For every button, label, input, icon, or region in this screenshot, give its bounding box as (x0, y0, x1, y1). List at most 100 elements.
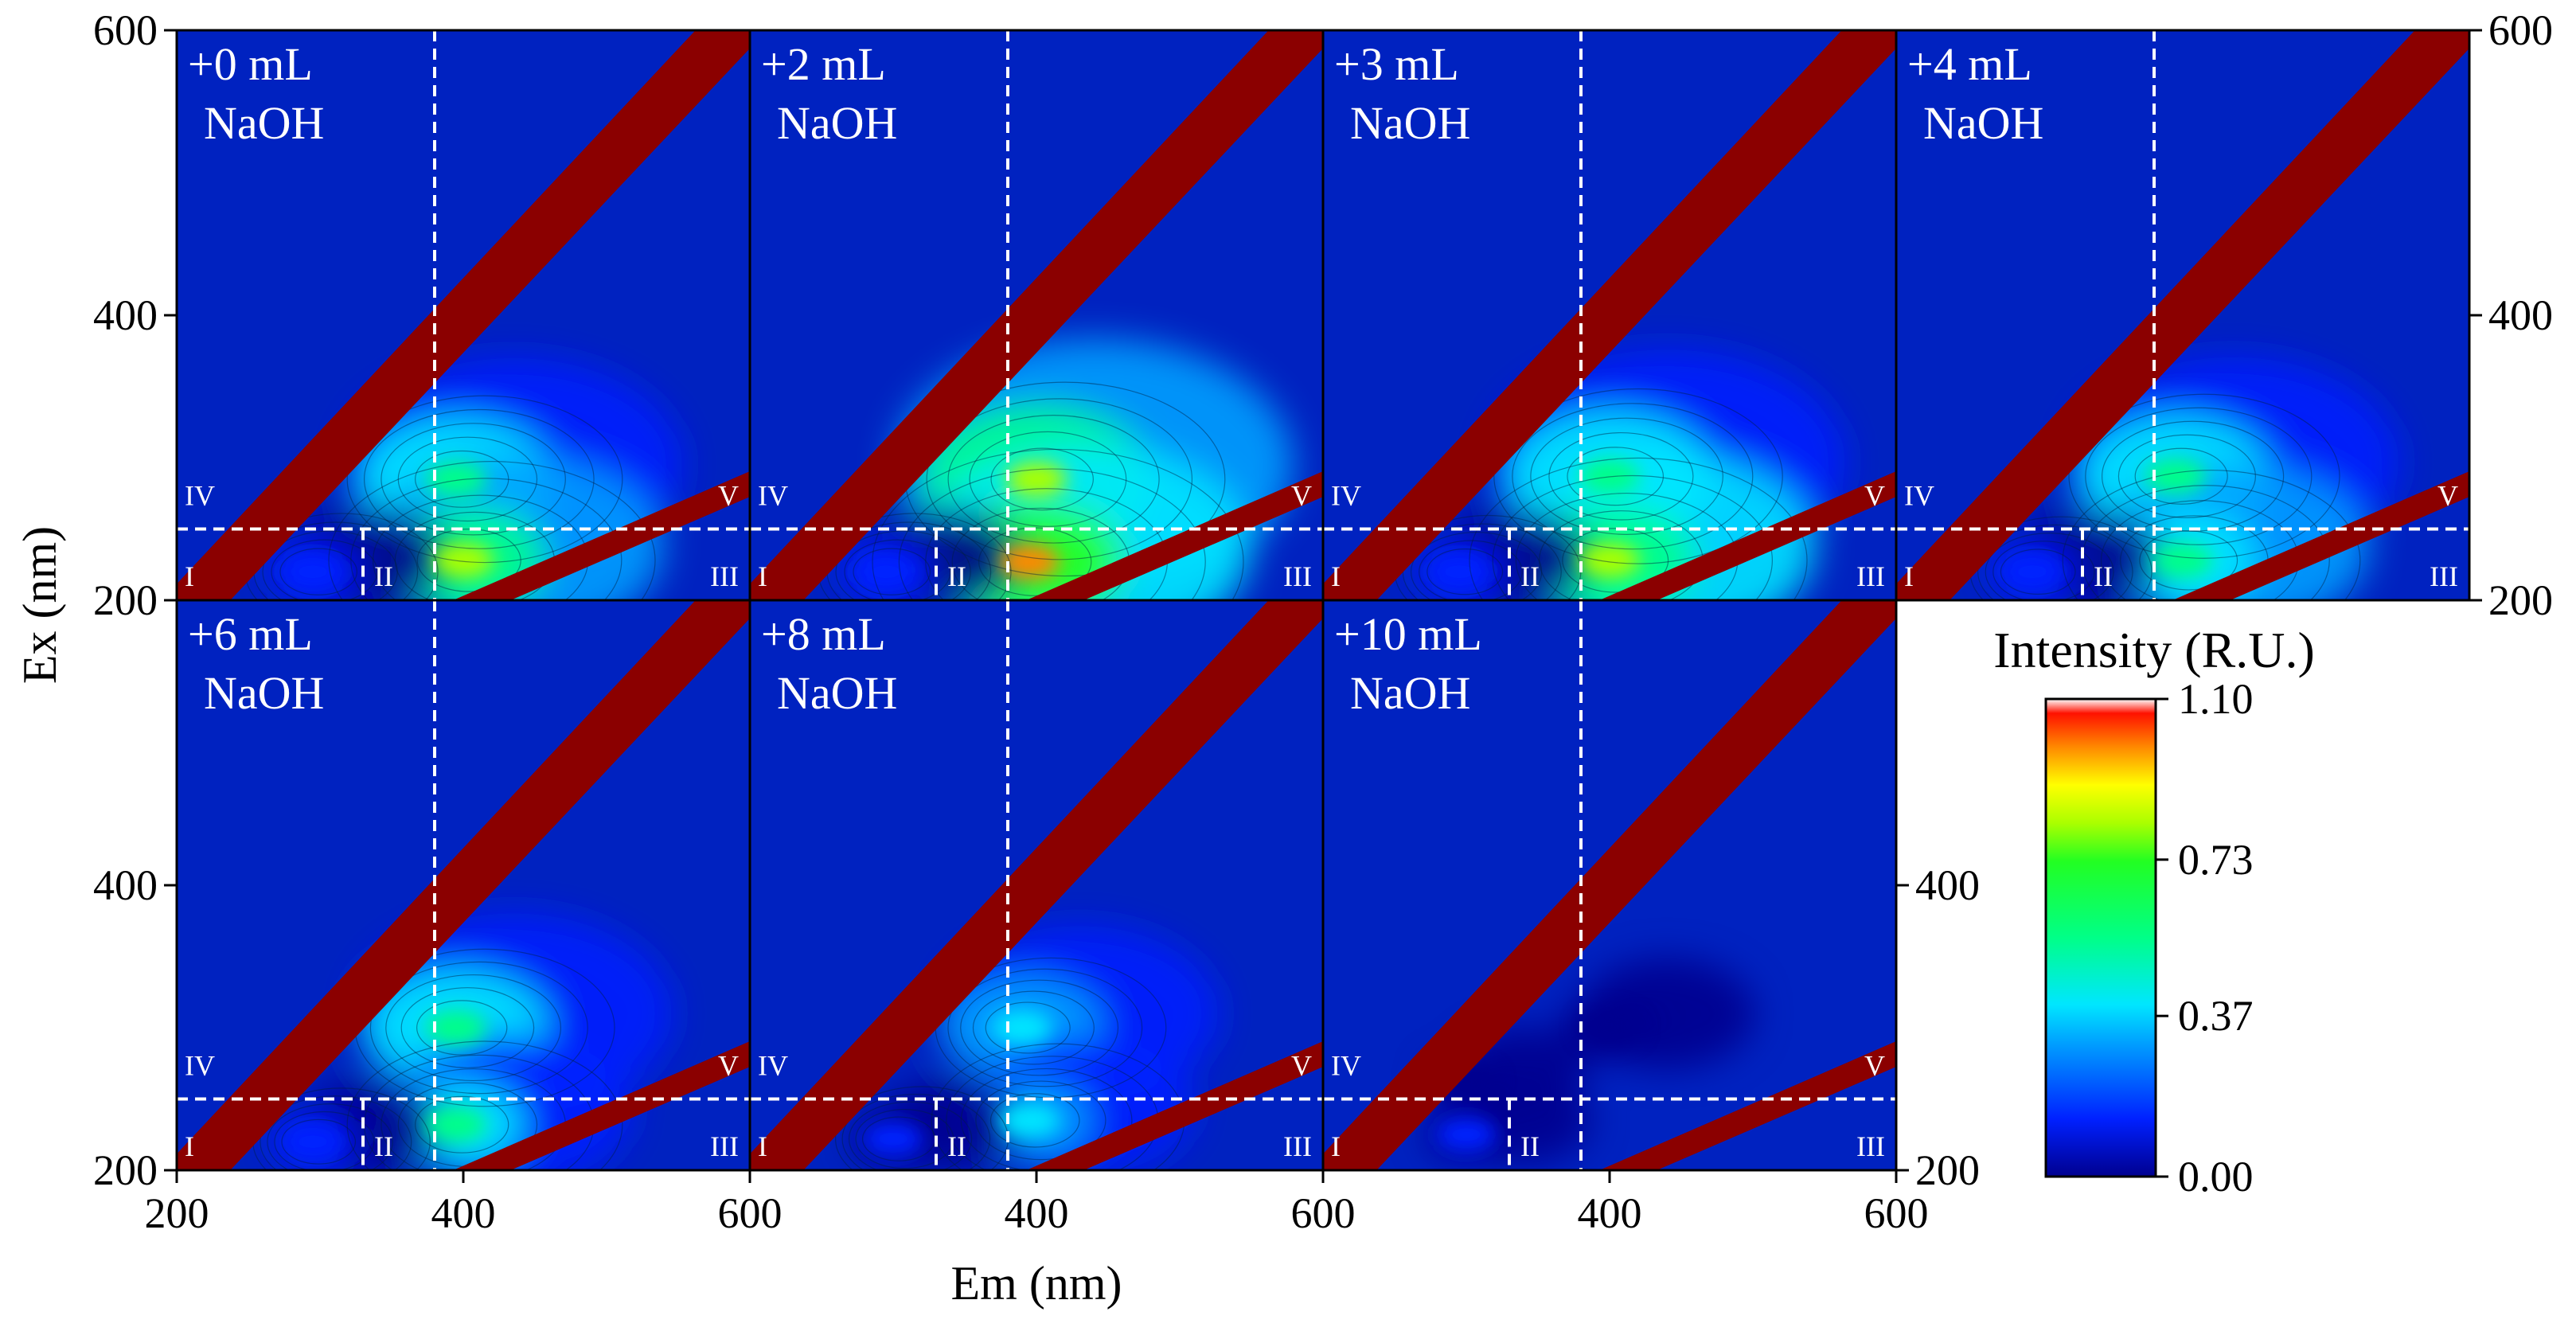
colorbar: Intensity (R.U.) 1.10 0.73 0.37 0.00 (1993, 622, 2315, 1200)
contour-line (2068, 393, 2340, 559)
contour-line (844, 539, 951, 600)
contour-line (279, 548, 358, 595)
contour-line (2081, 485, 2330, 600)
contour-line (975, 1080, 1107, 1161)
colorbar-gradient (2044, 697, 2157, 1178)
region-label: I (758, 560, 767, 592)
contour-line (1562, 528, 1669, 593)
region-label: II (947, 560, 966, 592)
contour-line (835, 530, 971, 600)
colorbar-tick-label: 1.10 (2178, 675, 2254, 723)
contour-line (989, 1093, 1080, 1148)
region-label: IV (758, 480, 788, 512)
peak-core (856, 554, 916, 590)
region-label: III (1856, 1130, 1885, 1162)
contour-line (1512, 403, 1754, 550)
contour-line (853, 548, 931, 595)
scatter-band-second-order (1026, 1040, 1323, 1170)
region-label: I (758, 1130, 767, 1162)
contour-line (1492, 474, 1773, 600)
contour-line (855, 1108, 954, 1169)
peak-core (863, 1121, 923, 1157)
contour-line (267, 1103, 393, 1170)
y-tick-label-right: 200 (2488, 576, 2553, 624)
region-label: IV (185, 480, 215, 512)
contour-line (416, 1000, 508, 1056)
scatter-band-second-order (1599, 470, 1896, 600)
peak-core (2002, 554, 2063, 590)
contour-line (985, 1001, 1071, 1054)
peak-core (2153, 542, 2213, 578)
region-label: III (710, 560, 739, 592)
region-label: V (718, 1050, 739, 1082)
y-tick-label: 200 (93, 576, 158, 624)
contour-line (1419, 540, 1523, 600)
peak-core (433, 542, 494, 578)
contour-line (848, 1101, 973, 1170)
region-label: III (1283, 560, 1312, 592)
region-label: V (1864, 1050, 1885, 1082)
scatter-band-second-order (1599, 1040, 1896, 1170)
x-tick-label: 600 (718, 1189, 783, 1237)
contour-line (2134, 447, 2228, 505)
region-label: V (1291, 480, 1312, 512)
contour-line (363, 408, 595, 549)
region-label: III (1856, 560, 1885, 592)
panel-label-reagent: NaOH (777, 667, 897, 719)
contour-line (271, 539, 378, 600)
scatter-band-second-order (453, 1040, 750, 1170)
region-label: IV (1331, 1050, 1361, 1082)
region-label: I (1904, 560, 1914, 592)
scatter-band-first-order (177, 30, 750, 600)
region-label: IV (185, 1050, 215, 1082)
scatter-band-first-order (750, 600, 1323, 1170)
contour-line (369, 961, 588, 1095)
contour-line (960, 979, 1119, 1076)
panel-label-dose: +4 mL (1907, 38, 2032, 90)
contour-line (960, 1068, 1133, 1170)
contour-line (990, 447, 1094, 511)
peak-core (1579, 1010, 1640, 1045)
contour-line (2139, 530, 2238, 591)
region-label: IV (1904, 480, 1934, 512)
contour-line (397, 436, 538, 522)
peak-core (426, 1010, 486, 1045)
panel-label-dose: +10 mL (1334, 608, 1482, 660)
contour-line (972, 990, 1095, 1065)
y-axis-title: Ex (nm) (14, 526, 66, 684)
contour-line (2000, 548, 2076, 595)
panel-label-dose: +8 mL (761, 608, 886, 660)
region-label: II (374, 1130, 393, 1162)
contour-line (926, 398, 1193, 560)
region-label: V (718, 480, 739, 512)
region-label: II (1520, 560, 1540, 592)
contour-line (281, 1118, 357, 1165)
y-tick-label-right: 600 (2488, 6, 2553, 54)
panel-label-reagent: NaOH (204, 667, 324, 719)
contour-line (262, 530, 398, 600)
contour-line (346, 1040, 623, 1170)
region-label: I (185, 560, 194, 592)
scatter-band-first-order (1323, 30, 1896, 600)
x-tick-label: 400 (1578, 1189, 1642, 1237)
region-label: I (1331, 1130, 1341, 1162)
y-tick-label: 400 (93, 861, 158, 909)
region-label: II (2094, 560, 2113, 592)
peak-core (1579, 542, 1640, 578)
region-label: II (1520, 1130, 1540, 1162)
panel-label-reagent: NaOH (1350, 667, 1470, 719)
panel-label-dose: +6 mL (188, 608, 313, 660)
contour-line (415, 450, 509, 508)
peak-core (283, 1124, 343, 1160)
peak-core (1436, 1117, 1497, 1153)
colorbar-tick-label: 0.73 (2178, 836, 2254, 884)
panel-label-reagent: NaOH (1923, 97, 2043, 149)
contour-line (416, 529, 521, 592)
scatter-band-first-order (750, 30, 1323, 600)
